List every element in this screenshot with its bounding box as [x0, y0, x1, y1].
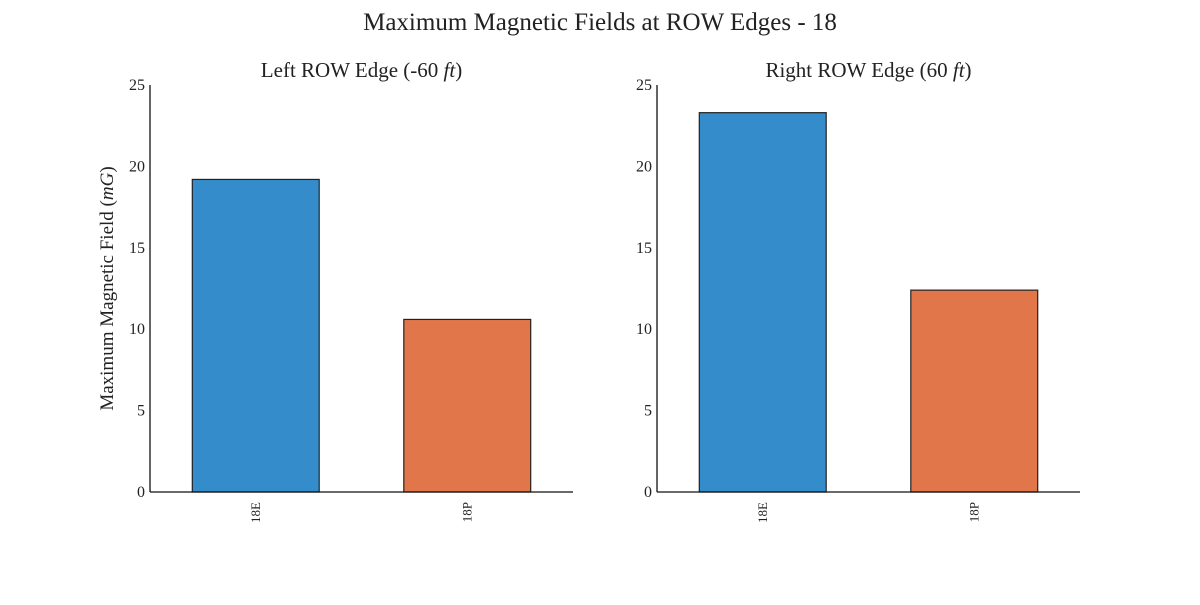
- panel-title: Left ROW Edge (-60 ft): [261, 58, 462, 82]
- y-tick-label: 5: [137, 403, 145, 420]
- figure-title: Maximum Magnetic Fields at ROW Edges - 1…: [363, 9, 837, 36]
- y-tick-label: 0: [644, 484, 652, 501]
- y-tick-label: 15: [129, 240, 145, 257]
- y-tick-label: 0: [137, 484, 145, 501]
- y-tick-label: 15: [636, 240, 652, 257]
- y-axis-label: Maximum Magnetic Field (mG): [97, 166, 118, 410]
- y-tick-label: 20: [636, 158, 652, 175]
- chart-panel-2: Right ROW Edge (60 ft) 18E 18P 0 5 10 15 20 25: [636, 58, 1080, 523]
- bar-18P: [910, 289, 1039, 493]
- panel-title: Right ROW Edge (60 ft): [765, 58, 971, 82]
- y-tick-label: 25: [129, 77, 145, 94]
- x-tick-label: 18E: [755, 502, 770, 523]
- bar-18P: [403, 318, 532, 493]
- x-tick-label: 18E: [248, 502, 263, 523]
- y-tick-label: 5: [644, 403, 652, 420]
- y-tick-label: 20: [129, 158, 145, 175]
- y-tick-label: 25: [636, 77, 652, 94]
- y-tick-label: 10: [636, 321, 652, 338]
- bar-18E: [698, 112, 827, 493]
- x-tick-label: 18P: [459, 502, 474, 522]
- y-tick-label: 10: [129, 321, 145, 338]
- chart-panel-1: Left ROW Edge (-60 ft) Maximum Magnetic F…: [97, 58, 573, 523]
- x-tick-label: 18P: [966, 502, 981, 522]
- bar-18E: [191, 178, 320, 493]
